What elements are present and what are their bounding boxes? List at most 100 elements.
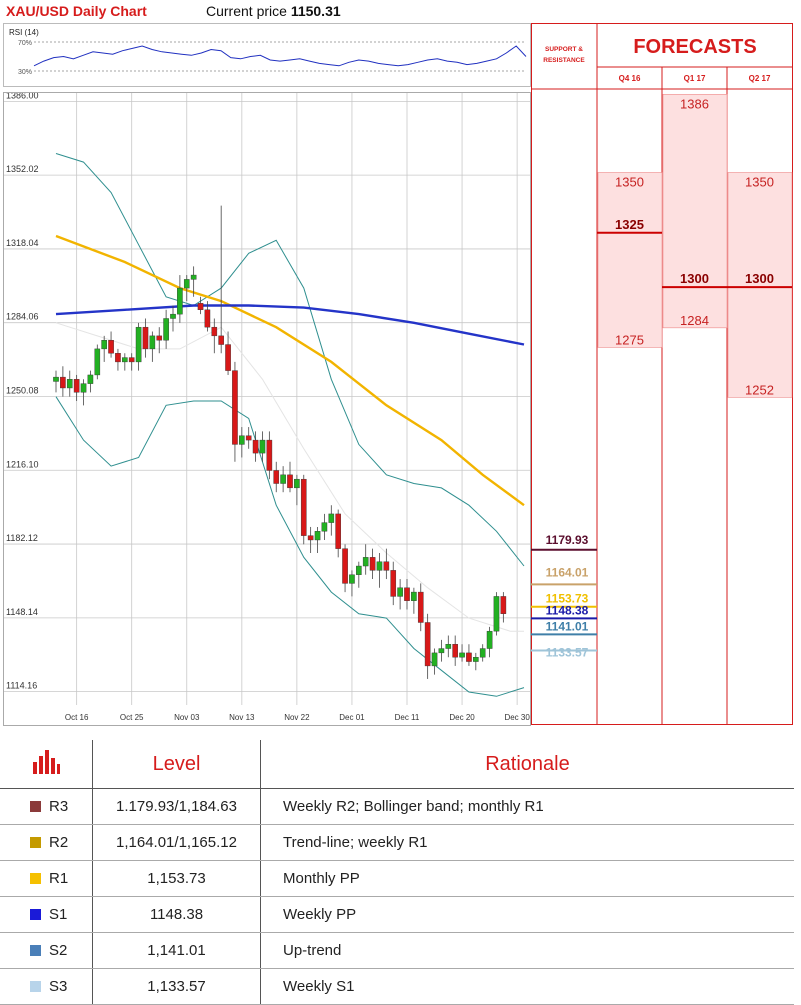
candle-body bbox=[431, 652, 438, 667]
level-code-cell: S2 bbox=[0, 932, 93, 969]
y-tick-label: 1216.10 bbox=[6, 459, 39, 469]
y-tick-label: 1284.06 bbox=[6, 312, 39, 322]
x-tick-label: Oct 25 bbox=[120, 713, 144, 722]
level-color-swatch bbox=[30, 801, 41, 812]
candle-body bbox=[342, 548, 348, 584]
price-chart: 1386.00 1352.02 1318.04 1284.06 1250.08 1216.… bbox=[3, 90, 531, 726]
level-color-swatch bbox=[30, 873, 41, 884]
x-tick-label: Oct 16 bbox=[65, 713, 89, 722]
level-code: R2 bbox=[49, 834, 69, 851]
levels-table: Level Rationale R3 1.179.93/1,184.63 Weekl… bbox=[0, 740, 794, 1005]
candle-body bbox=[362, 557, 369, 567]
level-code: S3 bbox=[49, 978, 68, 995]
candle-body bbox=[66, 379, 73, 389]
x-tick-label: Dec 30 bbox=[504, 713, 530, 722]
level-code-cell: S1 bbox=[0, 896, 93, 933]
rsi-chart: RSI (14) 70% 30% bbox=[9, 28, 527, 76]
candle-body bbox=[232, 370, 238, 445]
y-tick-label: 1318.04 bbox=[6, 238, 39, 248]
level-color-swatch bbox=[30, 909, 41, 920]
y-tick-label: 1148.14 bbox=[6, 607, 38, 617]
level-value-label: 1133.57 bbox=[546, 645, 589, 659]
candle-body bbox=[349, 574, 355, 584]
level-code-cell: R3 bbox=[0, 788, 93, 825]
level-value: 1,133.57 bbox=[92, 968, 261, 1005]
level-code: S2 bbox=[49, 942, 68, 959]
forecast-column-header: Q1 17 bbox=[684, 74, 706, 83]
level-code: R3 bbox=[49, 798, 69, 815]
level-code-cell: S3 bbox=[0, 968, 93, 1005]
price-chart-svg: 1386.00 1352.02 1318.04 1284.06 1250.08 1216.… bbox=[4, 90, 530, 722]
candle-body bbox=[390, 570, 397, 597]
candle-body bbox=[60, 376, 66, 389]
level-rationale: Weekly S1 bbox=[260, 968, 794, 1005]
level-value-label: 1164.01 bbox=[546, 565, 589, 579]
candle-body bbox=[417, 591, 424, 623]
candle-body bbox=[473, 657, 479, 662]
candle-body bbox=[149, 335, 156, 350]
level-code: S1 bbox=[49, 906, 68, 923]
forecast-panel: SUPPORT & RESISTANCE FORECASTS Q4 16 Q1 17 Q2… bbox=[531, 23, 793, 725]
level-color-swatch bbox=[30, 837, 41, 848]
candle-body bbox=[135, 326, 142, 363]
level-value: 1,141.01 bbox=[92, 932, 261, 969]
table-row: S3 1,133.57 Weekly S1 bbox=[0, 968, 794, 1005]
rsi-70-label: 70% bbox=[18, 40, 32, 47]
bar-chart-icon bbox=[33, 750, 60, 774]
table-row: S2 1,141.01 Up-trend bbox=[0, 932, 794, 969]
x-tick-label: Dec 20 bbox=[449, 713, 475, 722]
forecast-svg: SUPPORT & RESISTANCE FORECASTS Q4 16 Q1 17 Q2… bbox=[531, 23, 793, 725]
candle-body bbox=[459, 652, 465, 658]
candle-body bbox=[411, 591, 417, 601]
candle-body bbox=[445, 644, 452, 649]
level-value: 1.179.93/1,184.63 bbox=[92, 788, 261, 825]
forecast-low-value: 1284 bbox=[680, 313, 709, 328]
level-value-label: 1179.93 bbox=[546, 533, 589, 547]
support-resistance-label: RESISTANCE bbox=[543, 57, 585, 64]
x-tick-label: Dec 01 bbox=[339, 713, 365, 722]
forecast-mid-value: 1300 bbox=[745, 271, 774, 286]
candle-body bbox=[239, 435, 245, 445]
forecast-low-value: 1275 bbox=[615, 332, 644, 347]
candle-body bbox=[404, 587, 410, 601]
level-code-cell: R1 bbox=[0, 860, 93, 897]
candle-body bbox=[156, 335, 163, 341]
forecast-mid-value: 1325 bbox=[615, 217, 644, 232]
candle-body bbox=[280, 474, 286, 484]
candle-body bbox=[438, 648, 445, 654]
level-rationale: Monthly PP bbox=[260, 860, 794, 897]
level-code-cell: R2 bbox=[0, 824, 93, 861]
candle-body bbox=[314, 531, 321, 541]
candle-body bbox=[500, 596, 507, 614]
candle-body bbox=[397, 587, 403, 597]
forecast-range-box bbox=[662, 94, 728, 329]
candle-body bbox=[197, 303, 204, 311]
support-resistance-label: SUPPORT & bbox=[545, 46, 583, 53]
candle-body bbox=[424, 622, 431, 667]
rsi-30-label: 30% bbox=[18, 69, 32, 76]
candle-body bbox=[163, 318, 169, 341]
moving-average-yellow bbox=[55, 234, 525, 507]
levels-table-body: R3 1.179.93/1,184.63 Weekly R2; Bollinger … bbox=[0, 788, 794, 1005]
candle-body bbox=[108, 339, 114, 354]
candle-body bbox=[80, 383, 87, 393]
current-price: Current price 1150.31 bbox=[206, 3, 341, 19]
level-rationale: Trend-line; weekly R1 bbox=[260, 824, 794, 861]
candle-body bbox=[245, 435, 252, 441]
candle-body bbox=[183, 279, 190, 289]
candle-body bbox=[266, 439, 273, 471]
forecast-range-box bbox=[597, 172, 663, 348]
x-tick-label: Nov 03 bbox=[174, 713, 200, 722]
level-value: 1,164.01/1,165.12 bbox=[92, 824, 261, 861]
level-rationale: Up-trend bbox=[260, 932, 794, 969]
level-header: Level bbox=[92, 740, 261, 789]
candle-body bbox=[94, 348, 101, 376]
table-row: S1 1148.38 Weekly PP bbox=[0, 896, 794, 933]
candle-body bbox=[252, 439, 259, 454]
level-color-swatch bbox=[30, 945, 41, 956]
candle-body bbox=[493, 596, 500, 632]
bollinger-upper-line bbox=[55, 153, 525, 567]
forecast-range-box bbox=[727, 172, 793, 398]
candle-body bbox=[356, 565, 362, 575]
level-color-swatch bbox=[30, 981, 41, 992]
